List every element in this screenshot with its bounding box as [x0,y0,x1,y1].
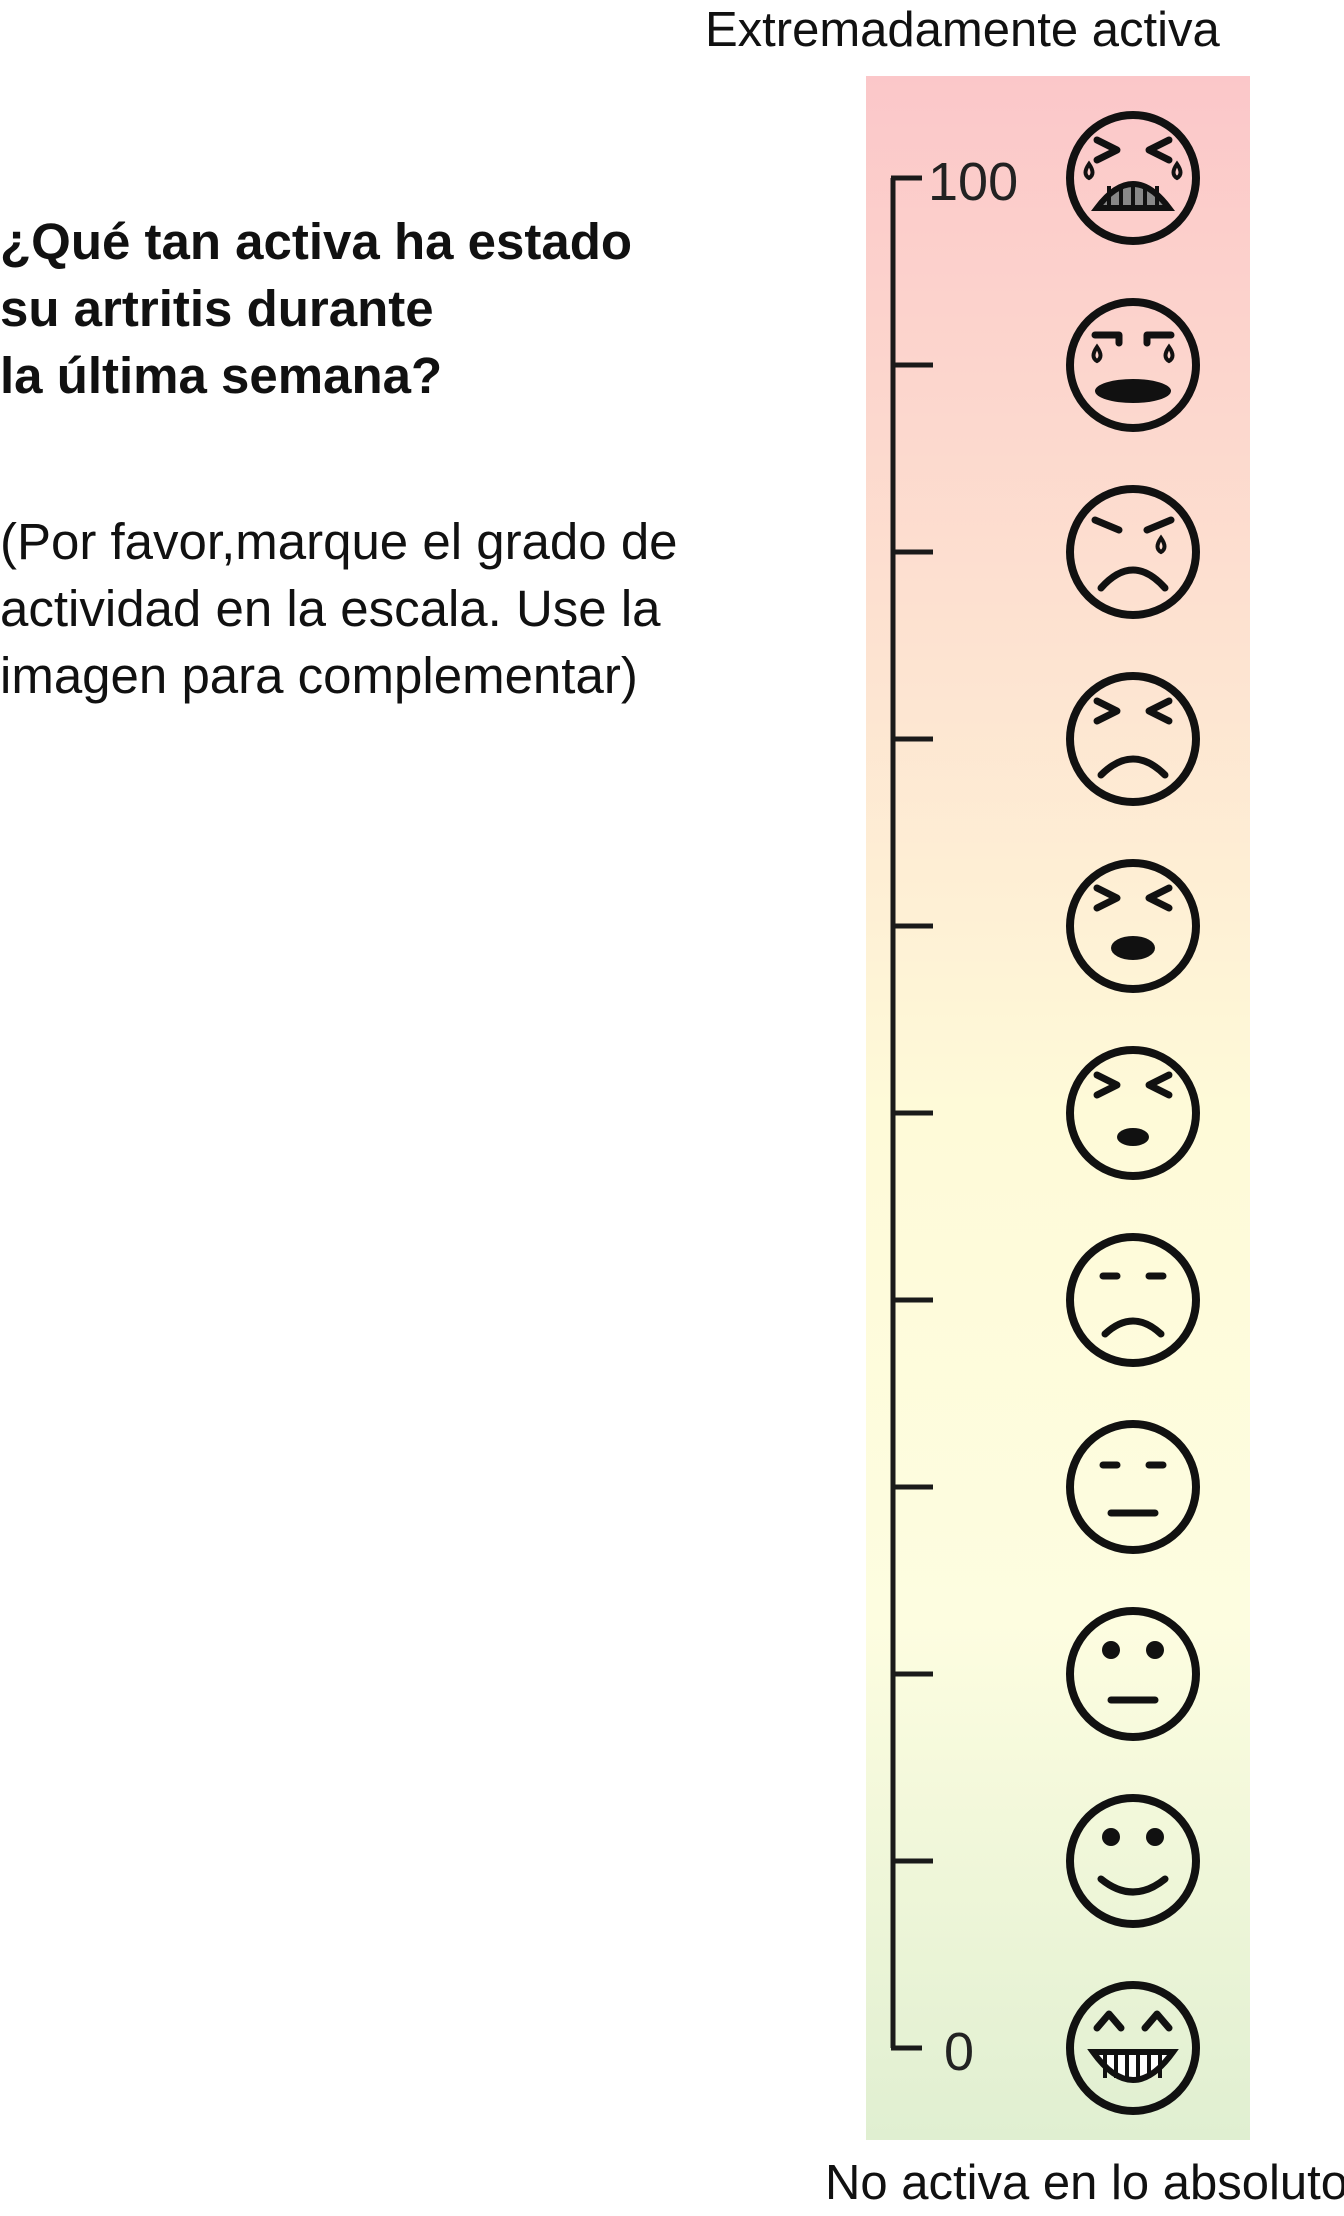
slightly-neutral-face-icon [1066,1607,1200,1741]
scale-top-label: Extremadamente activa [705,3,1220,57]
frowning-face-icon [1066,1233,1200,1367]
distressed-face-icon [1066,1046,1200,1180]
scale-min-label: 0 [944,2022,974,2082]
instruction-line: (Por favor,marque el grado de [0,513,678,570]
scale-gradient-band [866,76,1250,2140]
scale-max-label: 100 [928,152,1018,212]
question-line: ¿Qué tan activa ha estado [0,213,633,270]
smiling-face-icon [1066,1794,1200,1928]
grinning-face-icon [1066,1981,1200,2115]
crying-open-mouth-face-icon [1066,298,1200,432]
neutral-face-icon [1066,1420,1200,1554]
instruction-text: (Por favor,marque el grado de actividad … [0,508,780,709]
question-text: ¿Qué tan activa ha estado su artritis du… [0,208,760,409]
extreme-crying-face-icon [1066,111,1200,245]
instruction-line: actividad en la escala. Use la [0,580,661,637]
scale-bottom-label: No activa en lo absoluto [825,2156,1344,2210]
pained-open-mouth-face-icon [1066,859,1200,993]
question-line: su artritis durante [0,280,434,337]
question-line: la última semana? [0,347,443,404]
instruction-line: imagen para complementar) [0,647,638,704]
angry-frown-face-icon [1066,672,1200,806]
sad-tear-face-icon [1066,485,1200,619]
